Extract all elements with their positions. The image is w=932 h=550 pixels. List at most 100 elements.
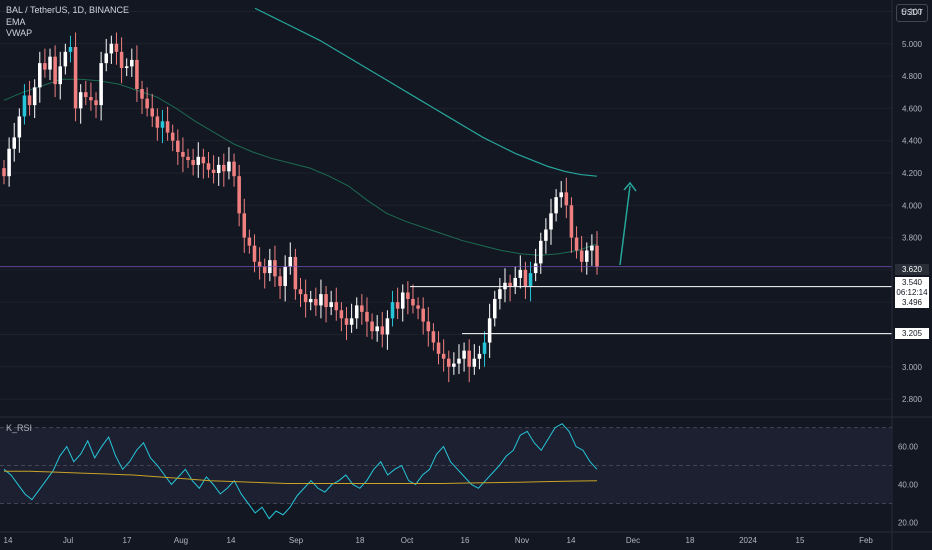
candle-body xyxy=(22,95,27,117)
candle-body xyxy=(165,121,170,133)
candle-body xyxy=(48,56,52,70)
candle-body xyxy=(559,192,563,198)
candle-body xyxy=(314,298,318,306)
candle-body xyxy=(508,282,512,287)
candle-body xyxy=(206,163,211,170)
candle-body xyxy=(252,245,257,262)
candle-body xyxy=(247,237,252,246)
candle-body xyxy=(370,321,374,332)
candle-body xyxy=(58,66,63,85)
candle-body xyxy=(538,240,543,264)
candle-body xyxy=(283,266,287,287)
time-tick-label: 14 xyxy=(567,536,576,545)
symbol-title[interactable]: BAL / TetherUS, 1D, BINANCE xyxy=(6,5,130,15)
candle-body xyxy=(38,63,42,88)
candle-body xyxy=(446,358,451,367)
time-tick-label: Feb xyxy=(859,536,873,545)
candle-body xyxy=(472,358,477,367)
candle-body xyxy=(211,169,216,173)
candle-body xyxy=(262,266,267,274)
rsi-axis: 60.00 40.00 20.00 xyxy=(898,443,919,528)
candle-body xyxy=(533,263,538,274)
countdown-tag: 06:12:14 xyxy=(895,287,929,298)
price-tick-label: 3.800 xyxy=(902,234,923,243)
candle-body xyxy=(365,311,369,322)
candle-body xyxy=(7,148,11,177)
candle-body xyxy=(503,282,507,290)
candle-body xyxy=(84,92,88,98)
candle-body xyxy=(237,176,241,214)
candle-body xyxy=(421,308,425,322)
candle-body xyxy=(181,151,185,157)
rsi-tick-label: 60.00 xyxy=(898,443,919,452)
level-price-tag-3: 3.205 xyxy=(895,328,929,339)
candle-body xyxy=(12,137,16,149)
candle-body xyxy=(278,276,282,287)
candle-body xyxy=(232,161,236,177)
candle-body xyxy=(339,310,344,319)
time-tick-label: Aug xyxy=(174,536,188,545)
candle-body xyxy=(411,298,415,306)
candle-body xyxy=(109,43,114,54)
rsi-signal-line xyxy=(4,470,598,485)
candle-body xyxy=(344,318,349,325)
candle-body xyxy=(227,161,231,172)
candle-body xyxy=(191,160,195,165)
candle-body xyxy=(170,132,175,141)
level-price-tag-2: 3.496 xyxy=(895,297,929,308)
candle-body xyxy=(329,302,333,308)
time-axis[interactable]: 14 Jul 17 Aug 14 Sep 18 Oct 16 Nov 14 Dec 18 2024 15 Fe… xyxy=(0,531,932,545)
candle-body xyxy=(528,273,533,287)
ema-200-line-group xyxy=(254,7,598,177)
time-tick-label: 18 xyxy=(686,536,695,545)
price-tick-label: 4.400 xyxy=(902,137,923,146)
time-tick-label: 18 xyxy=(356,536,365,545)
candle-body xyxy=(487,318,492,343)
candle-body xyxy=(99,63,103,106)
candle-body xyxy=(574,237,579,251)
candle-body xyxy=(441,353,446,359)
price-axis[interactable]: 5.200 5.000 4.800 4.600 4.400 4.200 4.000 3.800… xyxy=(891,0,923,550)
candle-body xyxy=(431,331,436,343)
time-tick-label: Jul xyxy=(63,536,73,545)
candle-body xyxy=(416,305,420,309)
candle-body xyxy=(63,51,68,67)
candle-body xyxy=(349,318,354,325)
rsi-line xyxy=(3,423,598,520)
up-arrow-annotation xyxy=(619,181,637,266)
candle-body xyxy=(523,269,528,287)
candle-body xyxy=(375,326,379,332)
candle-body xyxy=(457,358,461,364)
candle-body xyxy=(390,302,395,319)
candles-group xyxy=(2,32,599,383)
candle-body xyxy=(216,164,221,173)
candle-body xyxy=(482,342,487,354)
candle-body xyxy=(114,43,119,52)
candle-body xyxy=(477,353,482,359)
time-tick-label: 2024 xyxy=(739,536,757,545)
candle-body xyxy=(186,156,190,161)
candle-body xyxy=(17,116,22,138)
candle-body xyxy=(160,121,165,128)
ema-legend[interactable]: EMA xyxy=(6,17,26,27)
price-tick-label: 4.000 xyxy=(902,201,923,210)
candle-body xyxy=(544,229,548,241)
currency-unit-button[interactable]: USDT xyxy=(896,4,928,22)
candle-body xyxy=(155,116,160,128)
ema-200-line xyxy=(254,7,598,177)
candle-body xyxy=(150,108,155,117)
candle-body xyxy=(308,298,313,303)
rsi-legend[interactable]: K_RSI xyxy=(6,423,33,433)
candle-body xyxy=(564,192,569,206)
candle-body xyxy=(590,245,594,251)
rsi-panel xyxy=(0,416,932,520)
vwap-legend[interactable]: VWAP xyxy=(6,28,33,38)
candle-body xyxy=(43,63,47,70)
candle-body xyxy=(119,51,124,68)
candle-body xyxy=(324,294,328,308)
candle-body xyxy=(585,250,589,262)
time-tick-label: 14 xyxy=(4,536,13,545)
candle-body xyxy=(78,92,83,109)
candle-body xyxy=(467,350,471,367)
